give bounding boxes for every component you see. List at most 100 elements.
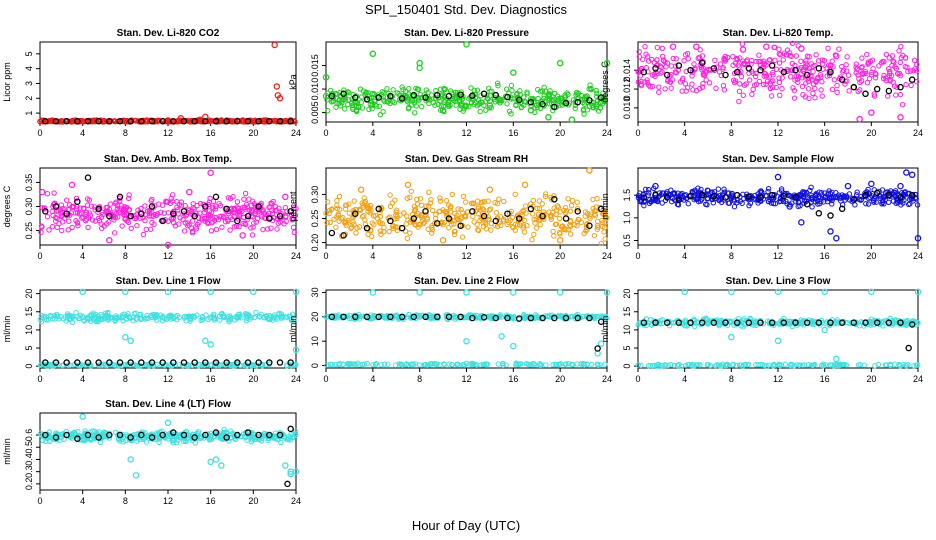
band-point: [377, 213, 384, 220]
data-point: [255, 431, 262, 439]
data-point: [148, 203, 156, 210]
data-point: [159, 217, 166, 225]
band-point: [791, 87, 798, 94]
band-point: [541, 103, 547, 109]
data-point: [357, 186, 365, 193]
band-point: [458, 206, 464, 213]
band-point: [866, 75, 873, 82]
data-point: [74, 198, 81, 205]
band-point: [504, 221, 510, 228]
band-point: [273, 314, 280, 321]
band-point: [358, 99, 365, 105]
band-point: [226, 317, 232, 323]
data-point: [422, 313, 429, 321]
band-point: [194, 202, 200, 209]
band-point: [495, 83, 501, 89]
band-point: [172, 313, 179, 320]
band-point: [452, 210, 458, 216]
band-point: [371, 91, 377, 97]
band-point: [152, 117, 158, 124]
data-point: [897, 83, 904, 91]
band-point: [220, 214, 227, 220]
band-point: [552, 221, 559, 228]
band-point: [870, 197, 877, 204]
band-point: [883, 51, 890, 58]
series-hourly-std-dev-: [42, 359, 294, 366]
band-point: [859, 71, 866, 78]
band-point: [858, 196, 865, 203]
band-point: [717, 61, 724, 67]
data-point: [255, 118, 262, 125]
band-point: [548, 212, 555, 219]
x-tick-label: 16: [820, 128, 830, 138]
data-point: [768, 62, 776, 69]
data-point: [42, 118, 49, 125]
band-point: [342, 220, 348, 226]
band-point: [84, 316, 91, 322]
band-point: [50, 212, 56, 219]
band-point: [602, 236, 608, 242]
band-point: [69, 224, 75, 231]
series-5-min-std-dev-: [357, 167, 593, 244]
panel-title: Stan. Dev. Li-820 Pressure: [404, 28, 529, 39]
y-tick-label: 5: [24, 346, 34, 351]
band-point: [213, 226, 220, 233]
band-point: [407, 194, 413, 201]
band-point: [569, 361, 575, 367]
band-point: [747, 316, 753, 322]
data-point: [322, 92, 330, 100]
x-tick-label: 0: [37, 374, 42, 384]
band-point: [167, 312, 173, 319]
series-hourly-std-dev-: [640, 189, 916, 219]
band-point: [478, 99, 484, 105]
band-point: [846, 88, 852, 94]
band-point: [246, 312, 252, 318]
band-point: [281, 433, 287, 439]
band-point: [497, 214, 504, 220]
band-point: [763, 81, 769, 87]
data-point: [375, 313, 382, 321]
band-point: [542, 88, 549, 94]
data-point: [387, 313, 394, 321]
x-tick-label: 4: [370, 251, 375, 261]
series-5-min-std-dev-: [681, 288, 922, 363]
data-point: [387, 217, 394, 225]
data-point: [815, 65, 823, 72]
data-point: [207, 169, 214, 177]
band-point: [887, 70, 893, 77]
data-point: [234, 217, 241, 225]
band-point: [393, 207, 400, 213]
band-point: [125, 195, 132, 202]
band-point: [854, 189, 860, 195]
series-hourly-std-dev-: [328, 196, 605, 239]
data-point: [885, 87, 893, 95]
data-point: [586, 97, 593, 104]
band-point: [896, 48, 902, 54]
band-point: [378, 231, 384, 237]
band-point: [258, 212, 264, 218]
band-point: [657, 317, 664, 324]
band-point: [46, 118, 52, 125]
band-point: [508, 111, 514, 117]
data-point: [433, 91, 441, 99]
band-point: [695, 55, 701, 62]
plot-frame: [39, 289, 297, 369]
band-point: [377, 210, 383, 216]
band-point: [485, 361, 491, 368]
band-point: [881, 201, 887, 207]
band-point: [369, 220, 375, 226]
band-point: [326, 207, 333, 214]
band-point: [812, 85, 818, 92]
band-point: [403, 362, 409, 368]
band-point: [346, 210, 353, 216]
band-point: [512, 227, 518, 233]
band-point: [370, 362, 376, 368]
band-point: [789, 323, 795, 330]
band-point: [864, 51, 870, 58]
band-point: [353, 230, 359, 236]
band-point: [698, 186, 704, 193]
x-tick-label: 0: [635, 251, 640, 261]
data-point: [445, 313, 453, 321]
band-point: [520, 94, 527, 100]
data-point: [827, 68, 834, 76]
